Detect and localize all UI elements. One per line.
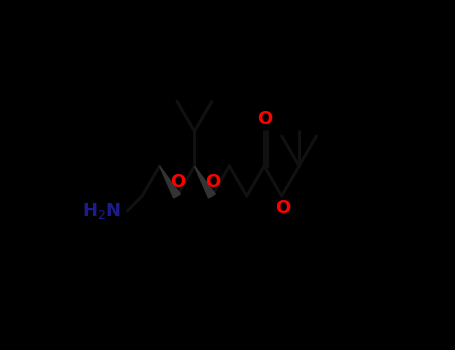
Text: H$_2$N: H$_2$N (82, 201, 121, 221)
Text: O: O (275, 199, 290, 217)
Text: O: O (170, 173, 185, 191)
Text: O: O (258, 110, 273, 128)
Polygon shape (194, 166, 215, 198)
Text: O: O (205, 173, 220, 191)
Polygon shape (160, 166, 180, 198)
